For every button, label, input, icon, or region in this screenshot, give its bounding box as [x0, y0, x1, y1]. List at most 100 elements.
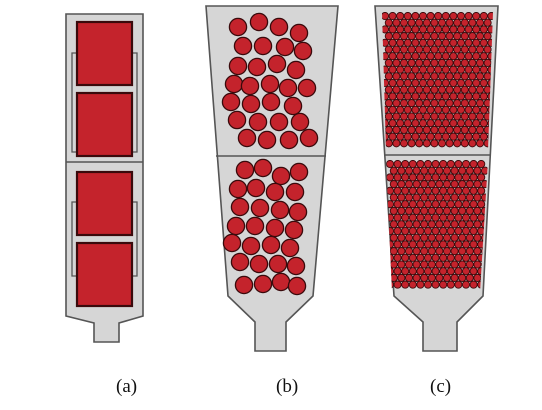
- sphere-particle: [445, 139, 454, 148]
- sphere-particle: [461, 160, 471, 169]
- sphere-particle: [460, 125, 469, 134]
- sphere-particle: [475, 112, 485, 121]
- sphere-particle: [253, 158, 273, 178]
- sphere-particle: [386, 240, 395, 249]
- sphere-particle: [475, 125, 485, 134]
- sphere-particle: [445, 18, 454, 27]
- cube-specimen: [75, 20, 134, 87]
- sphere-particle: [458, 233, 467, 242]
- sphere-particle: [253, 36, 273, 56]
- sphere-particle: [454, 253, 463, 262]
- sphere-particle: [439, 240, 448, 249]
- sphere-particle: [479, 105, 488, 114]
- sphere-particle: [437, 72, 447, 81]
- sphere-particle: [435, 233, 444, 242]
- sphere-particle: [245, 216, 265, 236]
- sphere-particle: [435, 193, 444, 202]
- sphere-particle: [404, 273, 414, 282]
- sphere-particle: [418, 65, 428, 74]
- sphere-particle: [420, 193, 429, 202]
- sphere-particle: [397, 247, 406, 256]
- sphere-particle: [228, 17, 248, 37]
- panel-a: [65, 13, 144, 343]
- sphere-particle: [396, 12, 405, 21]
- sphere-particle: [384, 99, 393, 108]
- sphere-particle: [260, 74, 280, 94]
- sphere-particle: [221, 92, 241, 112]
- sphere-particle: [397, 260, 406, 269]
- sphere-particle: [453, 45, 462, 54]
- sphere-particle: [460, 32, 469, 41]
- cube-specimen: [75, 170, 134, 237]
- sphere-particle: [247, 57, 267, 77]
- sphere-particle: [445, 58, 454, 67]
- sphere-particle: [388, 38, 397, 47]
- sphere-particle: [441, 132, 450, 141]
- sphere-particle: [472, 12, 481, 21]
- sphere-particle: [411, 92, 420, 101]
- sphere-particle: [285, 182, 305, 202]
- sphere-particle: [393, 160, 402, 169]
- sphere-particle: [434, 92, 443, 101]
- sphere-particle: [241, 236, 261, 256]
- sphere-particle: [446, 213, 455, 222]
- sphere-particle: [472, 92, 481, 101]
- sphere-particle: [407, 32, 416, 41]
- sphere-particle: [458, 193, 467, 202]
- sphere-particle: [456, 119, 466, 128]
- sphere-particle: [404, 193, 414, 202]
- sphere-particle: [427, 220, 436, 229]
- sphere-particle: [445, 125, 454, 134]
- sphere-particle: [450, 233, 459, 242]
- sphere-particle: [445, 72, 454, 81]
- sphere-particle: [392, 58, 401, 67]
- sphere-particle: [415, 72, 424, 81]
- sphere-particle: [445, 85, 454, 94]
- sphere-particle: [453, 18, 462, 27]
- sphere-particle: [401, 267, 410, 276]
- sphere-particle: [483, 58, 492, 67]
- sphere-particle: [479, 25, 488, 34]
- sphere-particle: [388, 105, 397, 114]
- sphere-particle: [396, 105, 405, 114]
- sphere-particle: [442, 180, 452, 189]
- sphere-particle: [464, 65, 473, 74]
- sphere-particle: [293, 41, 313, 61]
- sphere-particle: [472, 119, 481, 128]
- sphere-particle: [420, 247, 429, 256]
- sphere-particle: [427, 180, 436, 189]
- sphere-particle: [403, 52, 412, 61]
- sphere-particle: [384, 139, 393, 148]
- sphere-particle: [426, 25, 435, 34]
- sphere-particle: [411, 38, 420, 47]
- panel-c-spheres-bottom: [386, 160, 488, 289]
- sphere-particle: [389, 166, 398, 175]
- sphere-particle: [268, 254, 288, 274]
- sphere-particle: [401, 240, 410, 249]
- sphere-particle: [430, 125, 439, 134]
- sphere-particle: [416, 186, 425, 195]
- sphere-particle: [286, 60, 306, 80]
- sphere-particle: [408, 200, 417, 209]
- sphere-particle: [450, 247, 459, 256]
- sphere-particle: [477, 213, 486, 222]
- sphere-particle: [435, 273, 444, 282]
- sphere-particle: [454, 173, 463, 182]
- sphere-particle: [389, 260, 398, 269]
- sphere-particle: [408, 226, 417, 236]
- sphere-particle: [407, 112, 416, 121]
- sphere-particle: [275, 37, 295, 57]
- sphere-particle: [249, 254, 269, 274]
- sphere-particle: [384, 72, 393, 81]
- sphere-particle: [439, 226, 448, 236]
- sphere-particle: [473, 220, 482, 229]
- sphere-particle: [411, 105, 420, 114]
- sphere-particle: [399, 99, 409, 108]
- sphere-particle: [386, 253, 395, 262]
- sphere-particle: [464, 119, 473, 128]
- sphere-particle: [469, 253, 478, 262]
- sphere-particle: [461, 240, 471, 249]
- sphere-particle: [434, 25, 443, 34]
- sphere-particle: [434, 105, 443, 114]
- sphere-particle: [401, 186, 410, 195]
